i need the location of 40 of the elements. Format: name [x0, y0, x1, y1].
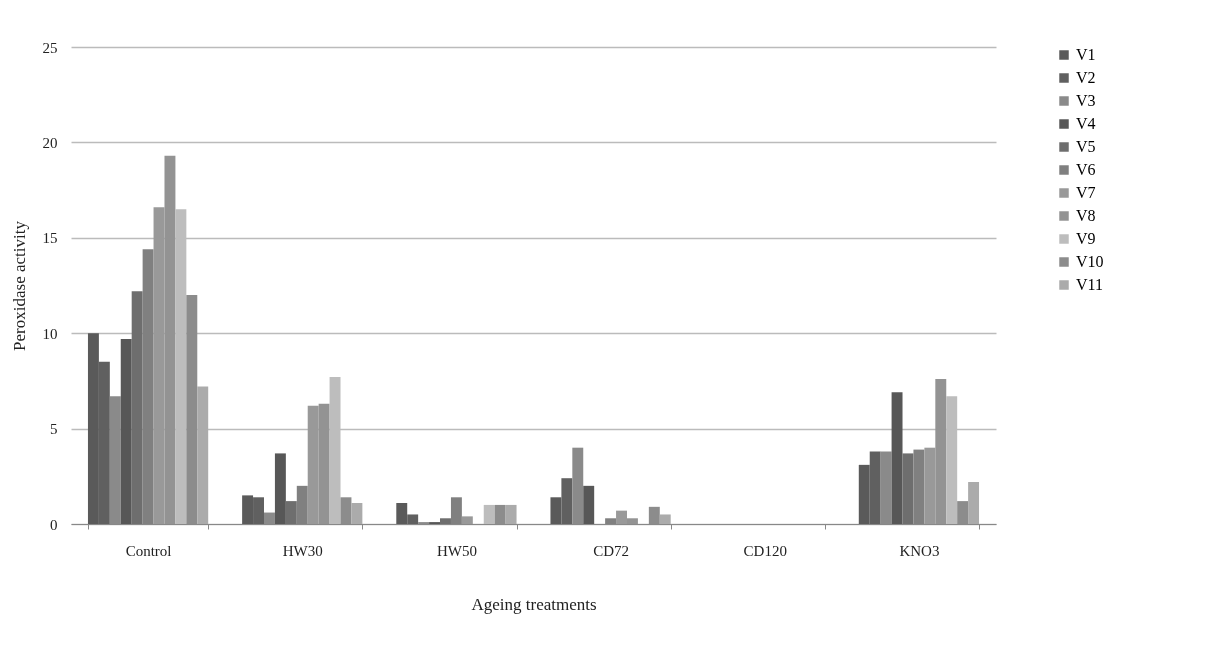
x-tick-label: HW50: [436, 542, 477, 559]
y-axis-title: Peroxidase activity: [9, 220, 29, 351]
legend-label: V8: [1076, 207, 1096, 224]
legend-label: V4: [1076, 115, 1096, 132]
legend-label: V5: [1076, 138, 1096, 155]
bar: [505, 504, 517, 524]
bar: [461, 516, 473, 524]
bar: [197, 386, 209, 524]
x-tick-label: CD72: [593, 542, 630, 559]
bar: [891, 392, 903, 524]
legend-label: V9: [1076, 230, 1096, 247]
bar: [483, 504, 495, 524]
bar: [351, 503, 363, 524]
y-tick-label: 10: [42, 325, 58, 342]
y-tick-label: 0: [50, 516, 58, 533]
x-axis-title: Ageing treatments: [471, 594, 597, 614]
legend-label: V7: [1076, 184, 1096, 201]
bar: [440, 518, 451, 524]
bar: [902, 453, 914, 524]
legend-label: V11: [1076, 276, 1103, 293]
legend-label: V3: [1076, 92, 1096, 109]
bar: [968, 482, 980, 524]
x-tick-label: Control: [125, 542, 172, 559]
bar: [583, 485, 595, 524]
legend-label: V6: [1076, 161, 1096, 178]
bar: [120, 338, 132, 524]
x-tick-label: HW30: [282, 542, 323, 559]
y-tick-label: 20: [42, 134, 58, 151]
x-tick-label: KNO3: [899, 542, 940, 559]
x-tick-label: CD120: [743, 542, 787, 559]
y-tick-label: 5: [50, 421, 58, 438]
y-tick-label: 15: [42, 230, 58, 247]
bar: [274, 453, 286, 524]
legend-label: V1: [1076, 46, 1096, 63]
bar: [131, 291, 143, 524]
bar: [285, 501, 297, 524]
legend-label: V2: [1076, 69, 1096, 86]
bar: [659, 514, 671, 524]
y-tick-label: 25: [42, 39, 58, 56]
legend-label: V10: [1076, 253, 1104, 270]
